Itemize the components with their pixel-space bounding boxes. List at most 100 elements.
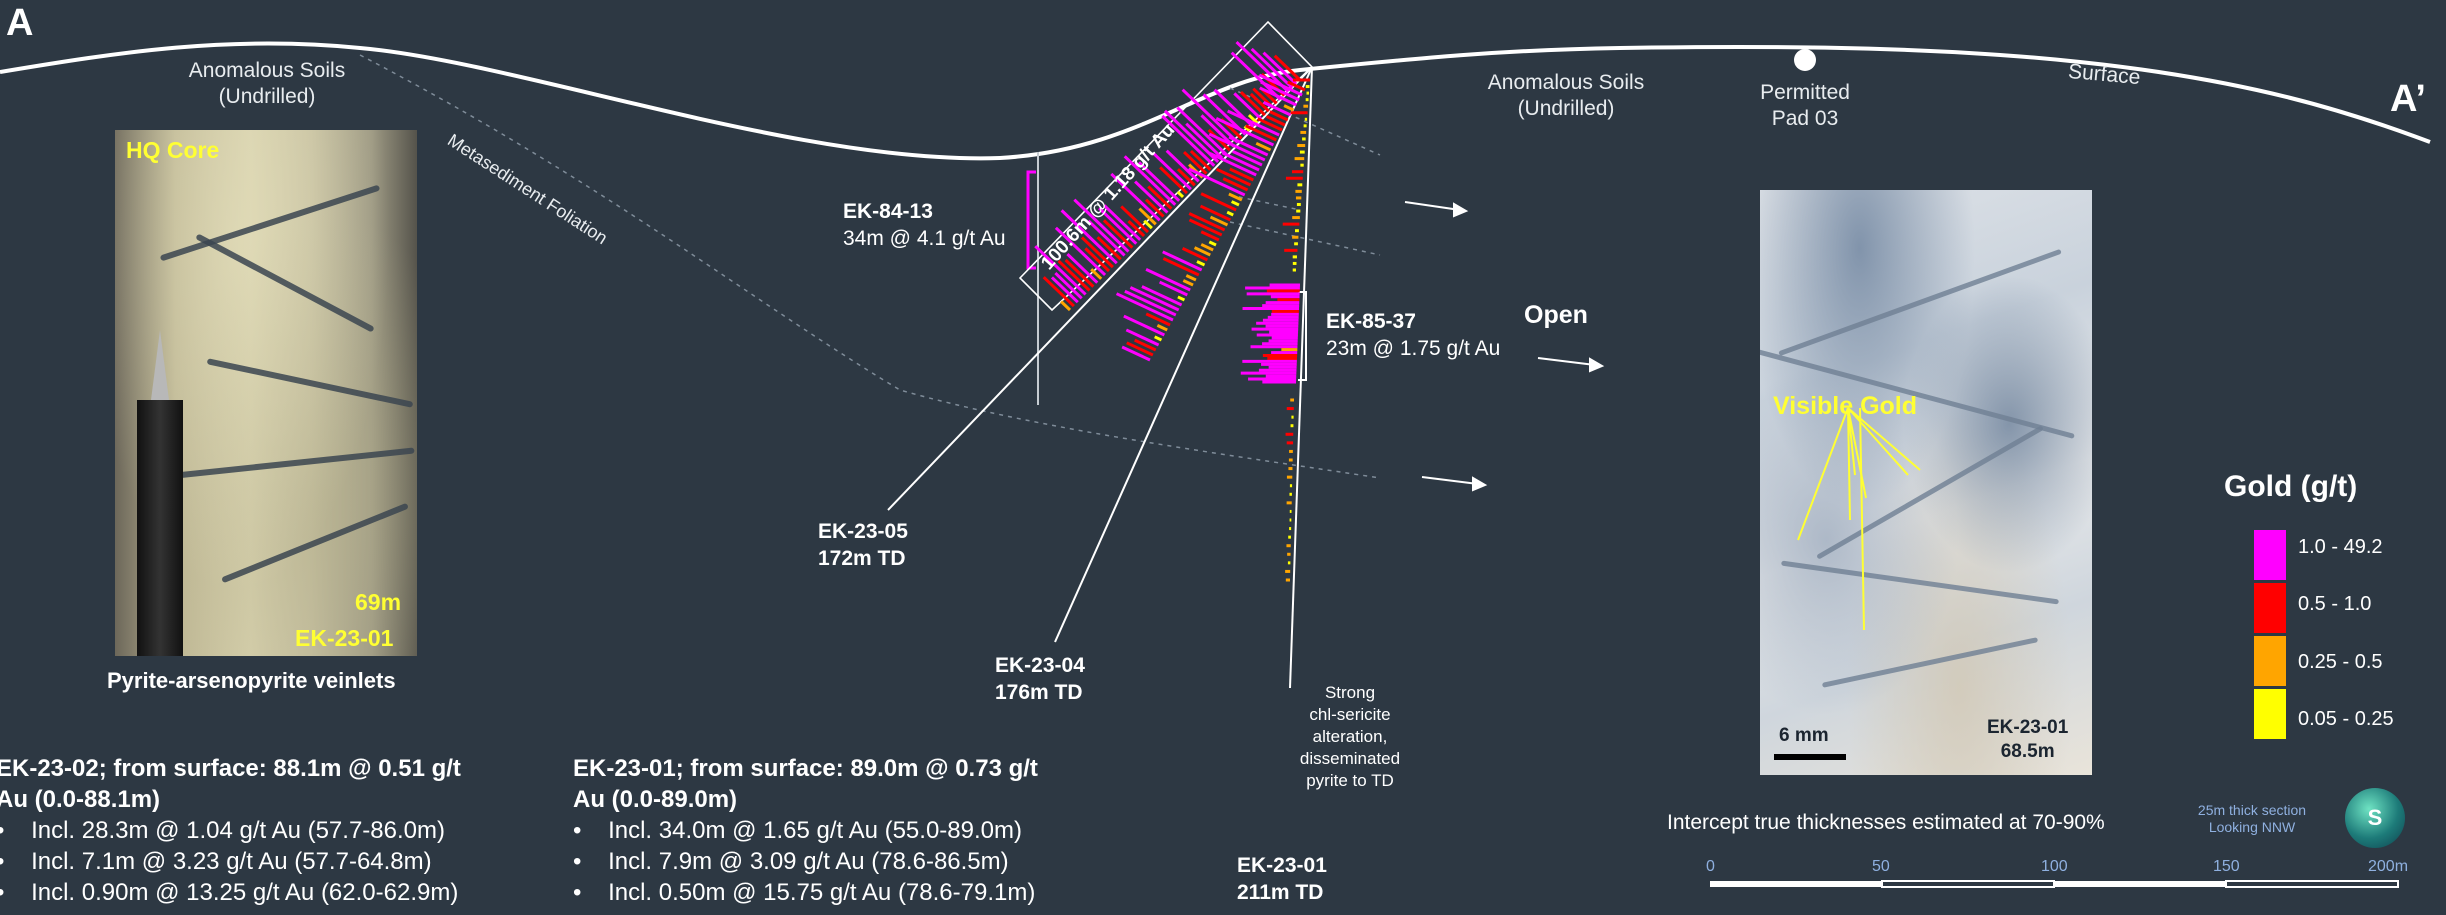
hole-ek-23-01-name: EK-23-01 bbox=[1237, 854, 1327, 877]
alteration-note-line2: chl-sericite bbox=[1309, 705, 1391, 724]
assay-bar bbox=[1050, 276, 1079, 304]
assay-bar bbox=[1126, 341, 1154, 357]
assay-bar bbox=[1143, 219, 1153, 230]
assay-bar bbox=[1185, 274, 1197, 282]
assay-bar bbox=[1239, 91, 1266, 117]
assay-bar bbox=[1090, 268, 1103, 280]
core-photo bbox=[115, 130, 417, 656]
assay-bar bbox=[1134, 180, 1169, 214]
assay-bar bbox=[1054, 271, 1083, 300]
soils-left-line2: (Undrilled) bbox=[218, 85, 316, 108]
assay-bar bbox=[1260, 80, 1300, 102]
assay-bar bbox=[1208, 132, 1266, 162]
assay-bar bbox=[1080, 236, 1114, 269]
assay-bar bbox=[1227, 109, 1280, 137]
assay-bar bbox=[1145, 198, 1165, 218]
gold-photo-scale: 6 mm bbox=[1779, 725, 1829, 746]
hole-ek-23-04-td: 176m TD bbox=[995, 681, 1083, 704]
assay-bar bbox=[1229, 167, 1254, 182]
assay-bar bbox=[1158, 280, 1188, 297]
soils-right-line1: Anomalous Soils bbox=[1487, 71, 1645, 94]
assay-bar bbox=[1102, 219, 1134, 249]
company-logo: S bbox=[2345, 788, 2405, 848]
assay-bar bbox=[1064, 258, 1095, 288]
assay-bar bbox=[1247, 113, 1259, 124]
assay-bar bbox=[1066, 253, 1099, 284]
assay-bar bbox=[1137, 161, 1181, 202]
assay-bar bbox=[1257, 117, 1283, 132]
core-photo-label: HQ Core bbox=[126, 137, 220, 163]
hole-ek-23-05-td: 172m TD bbox=[818, 547, 906, 570]
assay-bar bbox=[1228, 135, 1269, 157]
assay-bar bbox=[1176, 190, 1185, 199]
assay-bar bbox=[1188, 212, 1226, 232]
legend-label-3: 0.25 - 0.5 bbox=[2298, 651, 2383, 673]
intercept-ek-85-37-result: 23m @ 1.75 g/t Au bbox=[1326, 337, 1501, 360]
ek-85-37-bracket bbox=[1298, 291, 1307, 381]
assay-bar bbox=[1200, 192, 1237, 212]
assay-bar bbox=[1199, 204, 1232, 222]
assay-bar bbox=[1154, 335, 1163, 342]
legend-label-4: 0.05 - 0.25 bbox=[2298, 708, 2394, 730]
assay-bar bbox=[1196, 260, 1206, 267]
assay-bar bbox=[1249, 92, 1270, 113]
assay-bar bbox=[1262, 101, 1292, 117]
open-arrows bbox=[1404, 201, 1605, 492]
core-photo-caption: Pyrite-arsenopyrite veinlets bbox=[107, 668, 396, 693]
legend-title: Gold (g/t) bbox=[2224, 470, 2358, 503]
scale-tick-100: 100 bbox=[2041, 858, 2068, 875]
assay-bar bbox=[1129, 286, 1180, 312]
hole-ek-23-05-name: EK-23-05 bbox=[818, 520, 908, 543]
assay-bar bbox=[1103, 204, 1142, 241]
intercept-ek-84-13-hole: EK-84-13 bbox=[843, 200, 933, 223]
pad-marker bbox=[1794, 49, 1816, 71]
intercept-ek-84-13-result: 34m @ 4.1 g/t Au bbox=[843, 227, 1006, 250]
assay-bar bbox=[1177, 295, 1186, 302]
hole-ek-23-01-td: 211m TD bbox=[1237, 881, 1324, 904]
scale-tick-150: 150 bbox=[2213, 858, 2240, 875]
assay-bar bbox=[1162, 250, 1203, 272]
assay-bar bbox=[1147, 185, 1173, 210]
hole-ek-23-04-name: EK-23-04 bbox=[995, 654, 1085, 677]
hole-ek-23-04-label: EK-23-04 176m TD bbox=[995, 652, 1085, 706]
assay-bar bbox=[1208, 240, 1217, 247]
section-end-label: A’ bbox=[2390, 78, 2426, 120]
assay-bar bbox=[1121, 345, 1151, 362]
section-note: 25m thick section Looking NNW bbox=[2182, 802, 2322, 836]
assay-bar bbox=[1255, 141, 1272, 152]
drill-traces bbox=[887, 66, 1313, 689]
alteration-note-line1: Strong bbox=[1324, 683, 1376, 702]
assay-bar bbox=[1209, 151, 1257, 177]
assay-bar bbox=[1258, 73, 1303, 97]
scale-tick-200: 200m bbox=[2368, 858, 2409, 875]
assay-bar bbox=[1200, 114, 1235, 148]
results-ek-23-02-heading1: EK-23-02; from surface: 88.1m @ 0.51 g/t bbox=[0, 755, 461, 782]
alteration-note-line5: pyrite to TD bbox=[1306, 771, 1394, 790]
assay-bar bbox=[1283, 104, 1295, 112]
open-label: Open bbox=[1524, 301, 1588, 329]
assay-bar bbox=[1127, 219, 1146, 238]
alteration-note-line4: disseminated bbox=[1299, 749, 1401, 768]
assay-bar bbox=[1165, 149, 1200, 183]
core-photo-depth: 69m bbox=[355, 589, 402, 615]
assay-bar bbox=[1200, 230, 1220, 242]
section-note-line1: 25m thick section bbox=[2197, 802, 2307, 818]
assay-bar bbox=[1123, 314, 1165, 337]
assay-bar bbox=[1060, 209, 1118, 265]
assay-bar bbox=[1163, 109, 1220, 163]
assay-bar bbox=[1188, 218, 1223, 237]
assay-bar bbox=[1259, 86, 1298, 107]
soils-left-line1: Anomalous Soils bbox=[188, 59, 346, 82]
assay-bar bbox=[1134, 338, 1157, 352]
section-note-line2: Looking NNW bbox=[2208, 819, 2296, 835]
assay-bar bbox=[1096, 236, 1122, 261]
alteration-note: Strong chl-sericite alteration, dissemin… bbox=[1290, 682, 1410, 792]
alteration-note-line3: alteration, bbox=[1312, 727, 1388, 746]
assay-bar bbox=[1060, 300, 1072, 312]
assay-bar bbox=[1124, 289, 1177, 317]
assay-bar bbox=[1215, 116, 1275, 147]
legend-swatch-4 bbox=[2254, 689, 2286, 739]
gold-photo bbox=[1760, 190, 2092, 775]
